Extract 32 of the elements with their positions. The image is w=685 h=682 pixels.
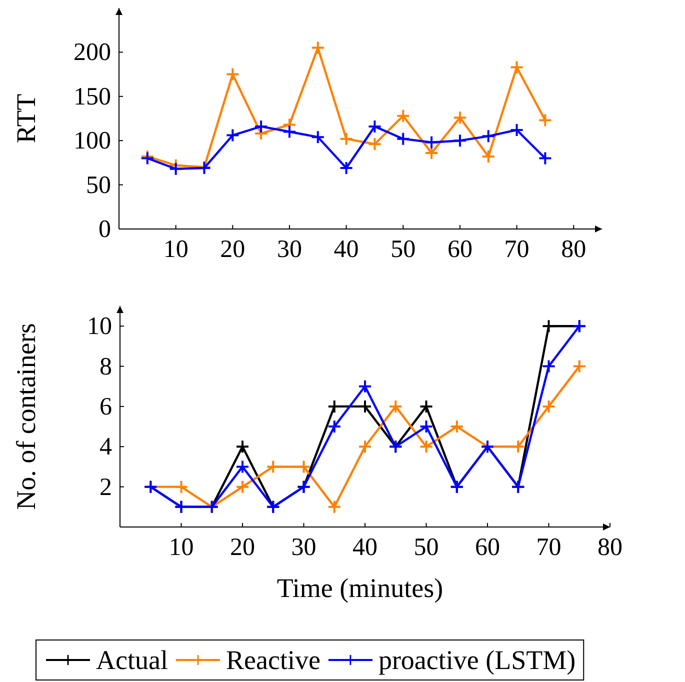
y-axis-title: RTT	[11, 93, 41, 144]
x-tick-label: 10	[168, 534, 194, 561]
y-tick-label: 6	[100, 393, 112, 420]
legend-label: Actual	[96, 645, 168, 675]
x-tick-label: 40	[352, 534, 378, 561]
y-tick-label: 8	[100, 353, 112, 380]
y-tick-label: 50	[86, 172, 111, 199]
y-tick-label: 100	[74, 128, 111, 155]
x-tick-label: 40	[334, 236, 359, 263]
y-tick-label: 10	[87, 313, 112, 340]
x-tick-label: 60	[447, 236, 472, 263]
x-axis-title: Time (minutes)	[276, 573, 444, 603]
x-tick-label: 50	[414, 534, 439, 561]
x-tick-label: 20	[220, 236, 246, 263]
y-tick-label: 150	[74, 83, 111, 110]
y-tick-label: 0	[98, 216, 111, 243]
x-tick-label: 70	[536, 534, 562, 561]
x-tick-label: 50	[390, 236, 416, 263]
x-tick-label: 80	[598, 534, 622, 561]
x-tick-label: 80	[561, 236, 586, 263]
x-tick-label: 30	[276, 236, 302, 263]
x-tick-label: 30	[291, 534, 316, 561]
x-tick-label: 10	[163, 236, 188, 263]
legend-label: proactive (LSTM)	[378, 645, 576, 675]
x-tick-label: 70	[504, 236, 530, 263]
y-axis-title: No. of containers	[11, 323, 41, 510]
x-tick-label: 60	[475, 534, 500, 561]
x-tick-label: 20	[230, 534, 255, 561]
y-tick-label: 2	[100, 474, 112, 501]
y-tick-label: 4	[100, 434, 112, 461]
legend-label: Reactive	[226, 645, 320, 675]
y-tick-label: 200	[74, 39, 111, 66]
